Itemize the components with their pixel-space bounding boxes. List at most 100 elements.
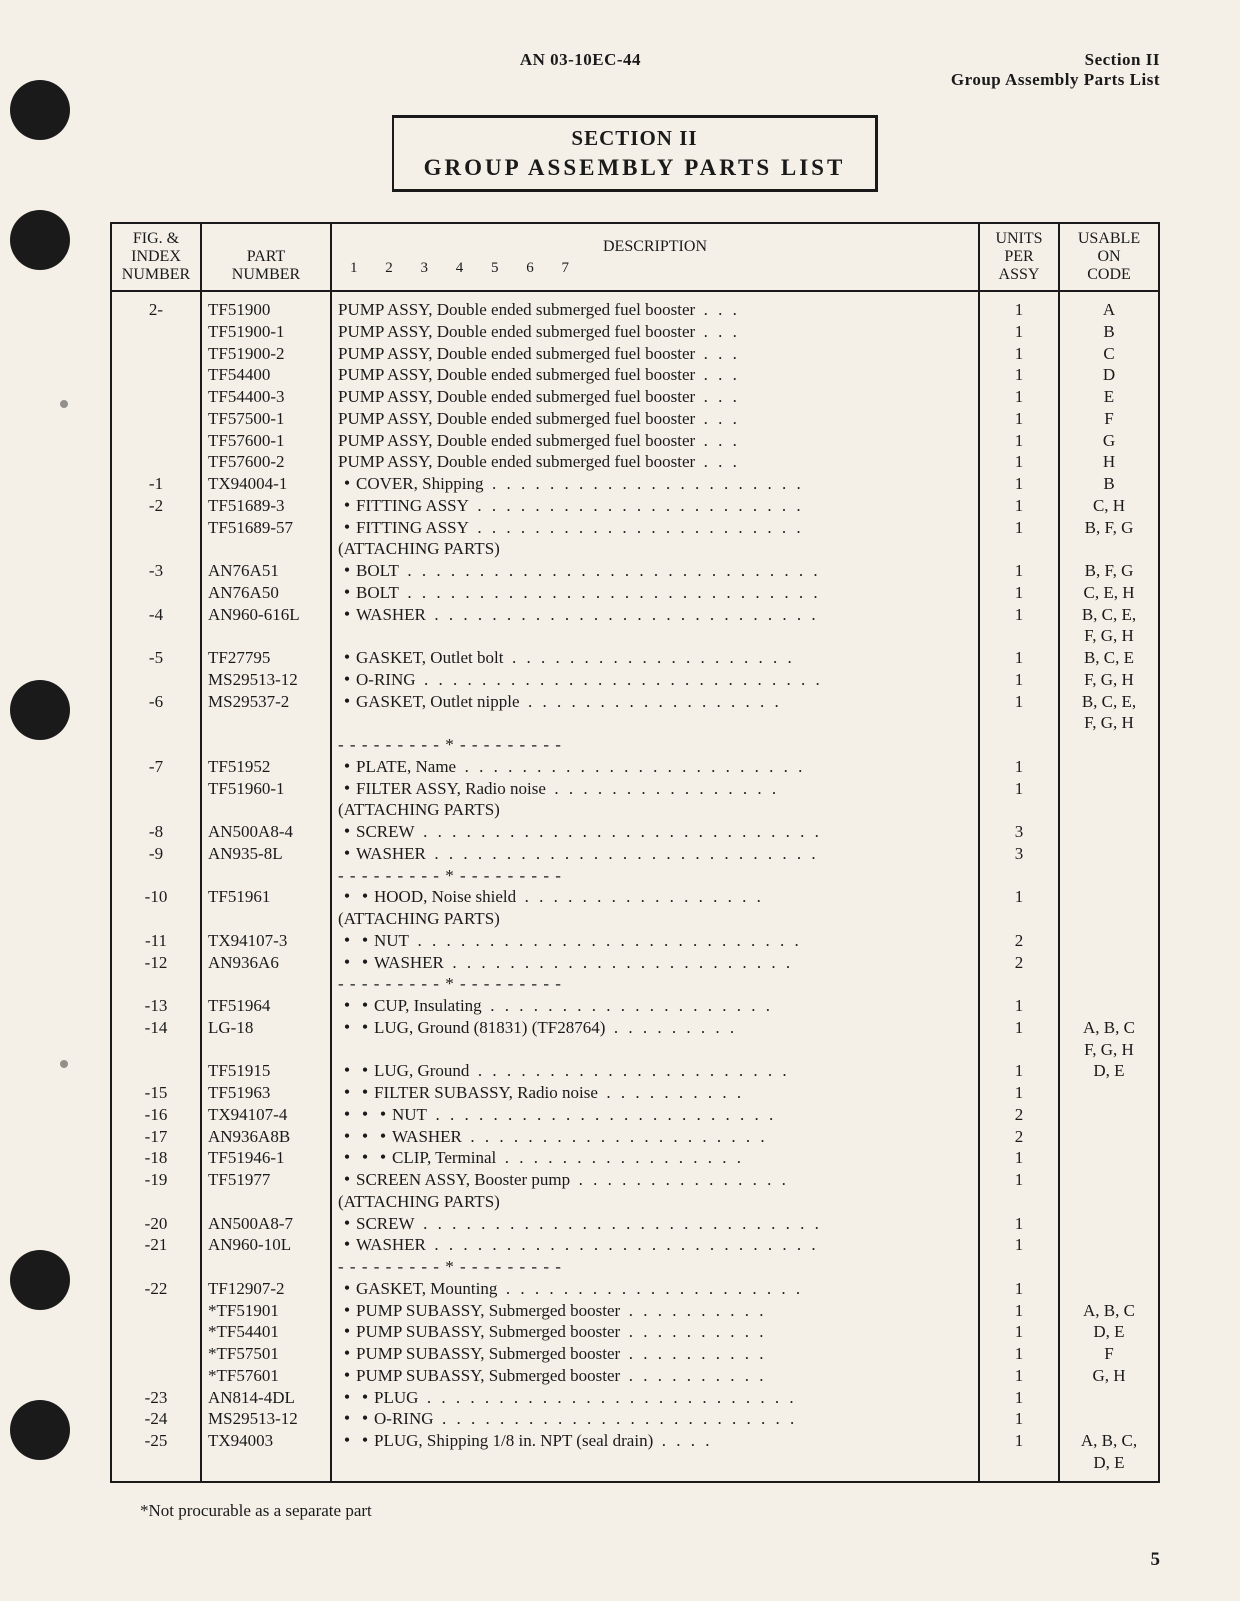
footnote: *Not procurable as a separate part (110, 1501, 1160, 1521)
table-row: *TF51901•PUMP SUBASSY, Submerged booster… (111, 1300, 1159, 1322)
units-per-assy: 1 (979, 582, 1059, 604)
part-description: •PUMP SUBASSY, Submerged booster . . . .… (331, 1343, 979, 1365)
fig-index-number: -2 (111, 495, 201, 517)
col-header-part: PARTNUMBER (201, 223, 331, 291)
part-number: TF51960-1 (201, 778, 331, 800)
part-description: ••WASHER . . . . . . . . . . . . . . . .… (331, 952, 979, 974)
units-per-assy: 1 (979, 408, 1059, 430)
table-row: TF51960-1•FILTER ASSY, Radio noise . . .… (111, 778, 1159, 800)
fig-index-number: -12 (111, 952, 201, 974)
table-row: (ATTACHING PARTS) (111, 538, 1159, 560)
units-per-assy: 1 (979, 321, 1059, 343)
attaching-parts-label: (ATTACHING PARTS) (331, 908, 979, 930)
usable-on-code: D, E (1059, 1321, 1159, 1343)
usable-on-code (1059, 1126, 1159, 1148)
table-row: *TF54401•PUMP SUBASSY, Submerged booster… (111, 1321, 1159, 1343)
separator: - - - - - - - - - * - - - - - - - - - (331, 973, 979, 995)
part-number: AN960-616L (201, 604, 331, 626)
units-per-assy: 1 (979, 1082, 1059, 1104)
part-description: •SCREW . . . . . . . . . . . . . . . . .… (331, 1213, 979, 1235)
units-per-assy: 1 (979, 451, 1059, 473)
units-per-assy: 1 (979, 691, 1059, 713)
part-description: •WASHER . . . . . . . . . . . . . . . . … (331, 604, 979, 626)
fig-index-number: -3 (111, 560, 201, 582)
part-description: ••NUT . . . . . . . . . . . . . . . . . … (331, 930, 979, 952)
part-number: TX94107-3 (201, 930, 331, 952)
fig-index-number: -4 (111, 604, 201, 626)
table-row: -17AN936A8B•••WASHER . . . . . . . . . .… (111, 1126, 1159, 1148)
table-row: -18TF51946-1•••CLIP, Terminal . . . . . … (111, 1147, 1159, 1169)
table-row: -2TF51689-3•FITTING ASSY . . . . . . . .… (111, 495, 1159, 517)
units-per-assy: 1 (979, 1408, 1059, 1430)
part-description: •BOLT . . . . . . . . . . . . . . . . . … (331, 582, 979, 604)
table-row: -25TX94003••PLUG, Shipping 1/8 in. NPT (… (111, 1430, 1159, 1452)
units-per-assy: 1 (979, 1300, 1059, 1322)
usable-on-code (1059, 952, 1159, 974)
units-per-assy: 1 (979, 560, 1059, 582)
attaching-parts-label: (ATTACHING PARTS) (331, 799, 979, 821)
usable-on-code: A, B, C, (1059, 1430, 1159, 1452)
part-number: AN935-8L (201, 843, 331, 865)
part-description: •FITTING ASSY . . . . . . . . . . . . . … (331, 495, 979, 517)
units-per-assy: 2 (979, 930, 1059, 952)
units-per-assy: 1 (979, 1234, 1059, 1256)
units-per-assy: 3 (979, 821, 1059, 843)
part-number: TF51689-3 (201, 495, 331, 517)
part-number: *TF51901 (201, 1300, 331, 1322)
parts-table: FIG. &INDEXNUMBER PARTNUMBER DESCRIPTION… (110, 222, 1160, 1483)
table-row: -23AN814-4DL••PLUG . . . . . . . . . . .… (111, 1387, 1159, 1409)
part-number (201, 1039, 331, 1061)
part-number: AN500A8-4 (201, 821, 331, 843)
units-per-assy: 1 (979, 495, 1059, 517)
part-description (331, 1039, 979, 1061)
part-description: •PLATE, Name . . . . . . . . . . . . . .… (331, 756, 979, 778)
part-description: •PUMP SUBASSY, Submerged booster . . . .… (331, 1300, 979, 1322)
table-row: TF57600-2PUMP ASSY, Double ended submerg… (111, 451, 1159, 473)
col-header-desc: DESCRIPTION 1 2 3 4 5 6 7 (331, 223, 979, 291)
part-description: •GASKET, Outlet bolt . . . . . . . . . .… (331, 647, 979, 669)
units-per-assy: 3 (979, 843, 1059, 865)
table-row: -6MS29537-2•GASKET, Outlet nipple . . . … (111, 691, 1159, 713)
part-description: ••LUG, Ground (81831) (TF28764) . . . . … (331, 1017, 979, 1039)
part-number: TF51900 (201, 299, 331, 321)
attaching-parts-label: (ATTACHING PARTS) (331, 1191, 979, 1213)
usable-on-code: F, G, H (1059, 1039, 1159, 1061)
usable-on-code: B, C, E (1059, 647, 1159, 669)
usable-on-code (1059, 1213, 1159, 1235)
part-description: ••FILTER SUBASSY, Radio noise . . . . . … (331, 1082, 979, 1104)
fig-index-number: -8 (111, 821, 201, 843)
table-row: -22TF12907-2•GASKET, Mounting . . . . . … (111, 1278, 1159, 1300)
fig-index-number: -17 (111, 1126, 201, 1148)
col-header-fig: FIG. &INDEXNUMBER (111, 223, 201, 291)
part-number: AN814-4DL (201, 1387, 331, 1409)
table-row: MS29513-12•O-RING . . . . . . . . . . . … (111, 669, 1159, 691)
part-number (201, 1452, 331, 1474)
fig-index-number: -1 (111, 473, 201, 495)
units-per-assy: 1 (979, 1278, 1059, 1300)
part-description: PUMP ASSY, Double ended submerged fuel b… (331, 386, 979, 408)
usable-on-code (1059, 1387, 1159, 1409)
usable-on-code: H (1059, 451, 1159, 473)
table-row: AN76A50•BOLT . . . . . . . . . . . . . .… (111, 582, 1159, 604)
units-per-assy: 1 (979, 473, 1059, 495)
usable-on-code: D, E (1059, 1060, 1159, 1082)
fig-index-number (111, 1343, 201, 1365)
usable-on-code: G (1059, 430, 1159, 452)
fig-index-number (111, 1452, 201, 1474)
table-row: -21AN960-10L•WASHER . . . . . . . . . . … (111, 1234, 1159, 1256)
units-per-assy: 1 (979, 386, 1059, 408)
fig-index-number (111, 1300, 201, 1322)
fig-index-number (111, 321, 201, 343)
table-row: TF51915••LUG, Ground . . . . . . . . . .… (111, 1060, 1159, 1082)
fig-index-number (111, 1365, 201, 1387)
part-number: TF54400 (201, 364, 331, 386)
table-row: - - - - - - - - - * - - - - - - - - - (111, 734, 1159, 756)
table-row: -7TF51952•PLATE, Name . . . . . . . . . … (111, 756, 1159, 778)
part-number: TF51946-1 (201, 1147, 331, 1169)
separator: - - - - - - - - - * - - - - - - - - - (331, 865, 979, 887)
units-per-assy: 2 (979, 952, 1059, 974)
fig-index-number: -5 (111, 647, 201, 669)
table-row: D, E (111, 1452, 1159, 1474)
table-row: - - - - - - - - - * - - - - - - - - - (111, 973, 1159, 995)
usable-on-code: A (1059, 299, 1159, 321)
